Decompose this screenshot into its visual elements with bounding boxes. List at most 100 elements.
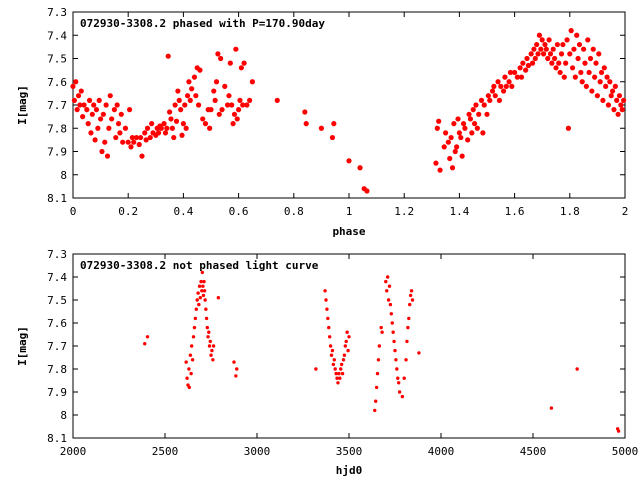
- data-point: [376, 358, 381, 362]
- data-point: [387, 284, 392, 288]
- data-point: [525, 62, 532, 69]
- data-point: [244, 102, 250, 108]
- y-axis-label: I[mag]: [16, 326, 29, 366]
- data-point: [345, 330, 349, 334]
- data-point: [549, 406, 554, 410]
- data-point: [183, 125, 189, 131]
- data-point: [85, 121, 91, 127]
- y-tick-label: 8.1: [47, 192, 67, 205]
- y-tick-label: 7.5: [47, 53, 67, 66]
- data-point: [557, 69, 563, 76]
- data-point: [500, 88, 507, 94]
- data-point: [329, 134, 336, 141]
- data-point: [344, 339, 348, 344]
- data-point: [481, 102, 487, 108]
- data-point: [328, 344, 333, 348]
- data-point: [162, 130, 169, 136]
- data-point: [117, 130, 123, 136]
- data-point: [410, 298, 415, 302]
- data-point: [466, 111, 472, 117]
- data-point: [337, 371, 341, 376]
- data-point: [327, 335, 332, 339]
- x-tick-label: 1.8: [560, 205, 580, 218]
- data-point: [575, 367, 579, 371]
- data-point: [451, 121, 457, 127]
- data-point: [236, 107, 242, 113]
- y-tick-label: 7.6: [47, 317, 67, 330]
- data-point: [460, 121, 467, 127]
- data-point: [458, 134, 464, 141]
- data-point: [604, 74, 610, 80]
- y-tick-label: 7.4: [47, 271, 67, 284]
- unphased-plot: 2000 2500 3000 3500 4000 4500 5000 7.3 7.4 7.5 7.6…: [16, 248, 638, 477]
- data-point: [509, 83, 515, 89]
- data-point: [447, 155, 453, 162]
- data-point: [318, 125, 324, 131]
- data-point: [302, 109, 308, 115]
- data-point: [176, 97, 182, 103]
- y-tick-label: 8: [60, 409, 67, 422]
- data-point: [224, 102, 231, 108]
- data-point: [190, 358, 195, 362]
- data-point: [75, 93, 82, 99]
- x-tick-label: 3000: [244, 445, 271, 458]
- data-point: [405, 339, 409, 344]
- data-point: [462, 125, 468, 131]
- data-point: [517, 65, 523, 71]
- data-point: [323, 289, 327, 293]
- data-point: [234, 116, 240, 122]
- data-point: [235, 367, 239, 371]
- data-point: [207, 330, 211, 334]
- data-point: [314, 367, 318, 371]
- data-point: [194, 307, 198, 311]
- data-point: [380, 330, 384, 334]
- data-point: [437, 167, 443, 173]
- data-point: [234, 374, 238, 378]
- data-point: [203, 298, 207, 302]
- data-point: [474, 125, 480, 131]
- data-point: [329, 353, 334, 357]
- data-point: [169, 125, 175, 131]
- data-point: [327, 325, 331, 330]
- data-point: [227, 60, 233, 66]
- data-point: [209, 353, 213, 357]
- data-point: [192, 325, 197, 330]
- x-tick-label: 1.6: [505, 205, 525, 218]
- data-point: [303, 121, 309, 127]
- data-point: [598, 69, 605, 76]
- data-point: [196, 291, 200, 295]
- data-point: [465, 137, 471, 143]
- x-tick-label: 3500: [336, 445, 363, 458]
- data-point: [408, 302, 412, 307]
- data-point: [618, 102, 624, 108]
- y-axis-label: I[mag]: [16, 85, 29, 125]
- data-point: [334, 371, 338, 376]
- data-point: [407, 316, 411, 321]
- y-tick-label: 7.6: [47, 76, 67, 89]
- data-point: [408, 293, 413, 298]
- data-point: [567, 51, 573, 57]
- data-point: [601, 65, 607, 71]
- data-point: [554, 41, 560, 48]
- data-point: [216, 111, 222, 117]
- data-point: [168, 116, 174, 122]
- data-point: [374, 385, 379, 390]
- data-point: [98, 116, 104, 122]
- data-point: [189, 371, 193, 376]
- data-point: [197, 302, 201, 307]
- data-point: [569, 65, 576, 71]
- y-tick-label: 7.9: [47, 386, 67, 399]
- data-point: [581, 46, 587, 52]
- data-point: [143, 137, 149, 143]
- data-point: [197, 67, 203, 73]
- data-point: [621, 97, 627, 103]
- data-point: [103, 102, 109, 108]
- data-point: [594, 93, 601, 99]
- data-point: [596, 51, 602, 57]
- data-point: [585, 37, 591, 43]
- data-point: [503, 83, 509, 89]
- data-point: [198, 296, 203, 300]
- data-point: [549, 60, 555, 66]
- x-tick-label: 0.4: [173, 205, 193, 218]
- x-tick-label: 2500: [152, 445, 179, 458]
